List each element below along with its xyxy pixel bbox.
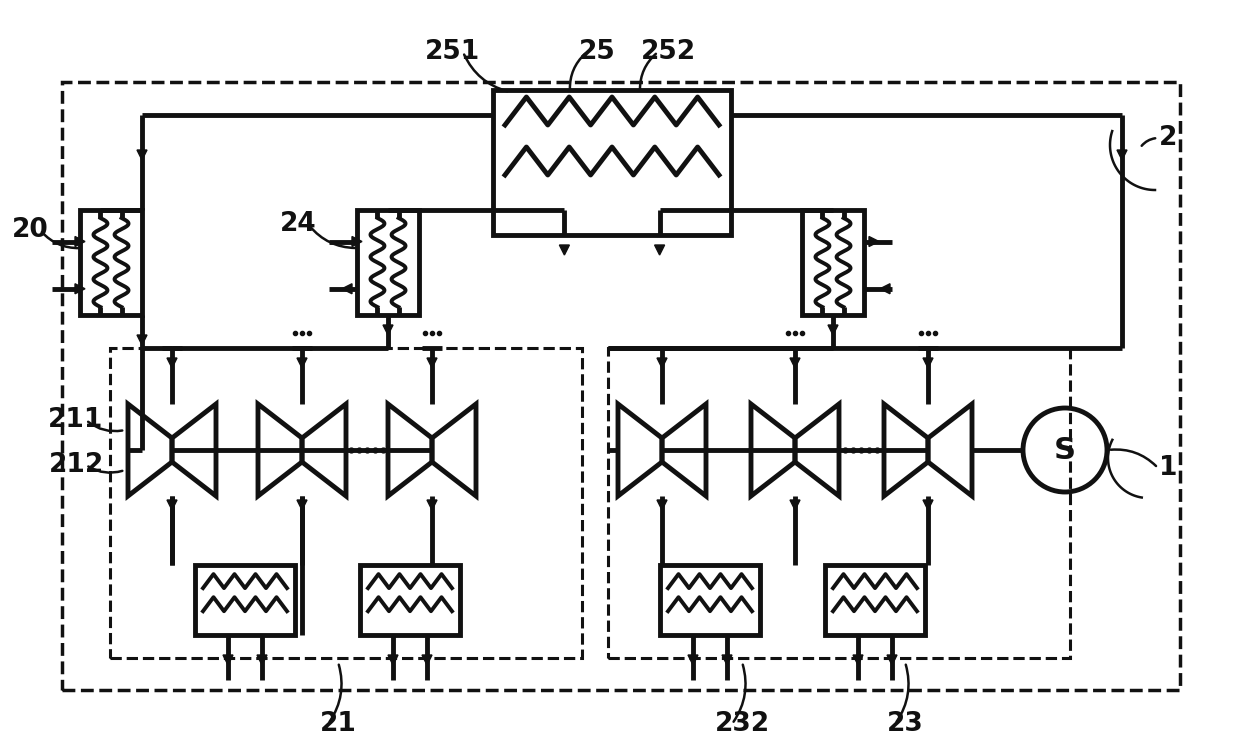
Bar [62, 82, 1180, 690]
Text: 212: 212 [48, 452, 104, 478]
Polygon shape [136, 335, 148, 345]
Bar [357, 210, 419, 315]
Text: 232: 232 [714, 711, 770, 737]
Text: 24: 24 [280, 211, 316, 237]
Text: 2: 2 [1159, 125, 1177, 151]
Polygon shape [887, 655, 897, 665]
Polygon shape [559, 245, 569, 255]
Bar [360, 565, 460, 635]
Polygon shape [298, 500, 308, 510]
Polygon shape [167, 500, 177, 510]
Polygon shape [688, 655, 698, 665]
Polygon shape [828, 325, 838, 335]
Polygon shape [74, 237, 86, 246]
Polygon shape [923, 500, 932, 510]
Polygon shape [722, 655, 732, 665]
Polygon shape [790, 358, 800, 368]
Polygon shape [880, 283, 890, 294]
Text: S: S [1054, 435, 1076, 464]
Polygon shape [923, 358, 932, 368]
Bar [195, 565, 295, 635]
Polygon shape [383, 325, 393, 335]
Text: 1: 1 [1158, 455, 1177, 481]
Polygon shape [427, 358, 436, 368]
Polygon shape [223, 655, 233, 665]
Polygon shape [422, 655, 432, 665]
Polygon shape [352, 237, 362, 246]
Polygon shape [257, 655, 267, 665]
Polygon shape [74, 283, 86, 294]
Polygon shape [657, 358, 667, 368]
Polygon shape [1117, 150, 1127, 160]
Text: 23: 23 [887, 711, 924, 737]
Polygon shape [657, 500, 667, 510]
Polygon shape [342, 283, 352, 294]
Polygon shape [790, 500, 800, 510]
Text: 25: 25 [579, 39, 615, 65]
Polygon shape [869, 237, 879, 246]
Bar [825, 565, 925, 635]
Polygon shape [136, 150, 148, 160]
Text: 21: 21 [320, 711, 356, 737]
Bar [608, 348, 1070, 658]
Text: 20: 20 [11, 217, 48, 243]
Polygon shape [853, 655, 863, 665]
Polygon shape [167, 358, 177, 368]
Polygon shape [427, 500, 436, 510]
Polygon shape [388, 655, 398, 665]
Bar [660, 565, 760, 635]
Text: 251: 251 [425, 39, 481, 65]
Bar [494, 90, 732, 235]
Text: 211: 211 [48, 407, 104, 433]
Polygon shape [655, 245, 665, 255]
Bar [802, 210, 864, 315]
Polygon shape [298, 358, 308, 368]
Bar [110, 348, 582, 658]
Text: 252: 252 [640, 39, 696, 65]
Bar [81, 210, 143, 315]
